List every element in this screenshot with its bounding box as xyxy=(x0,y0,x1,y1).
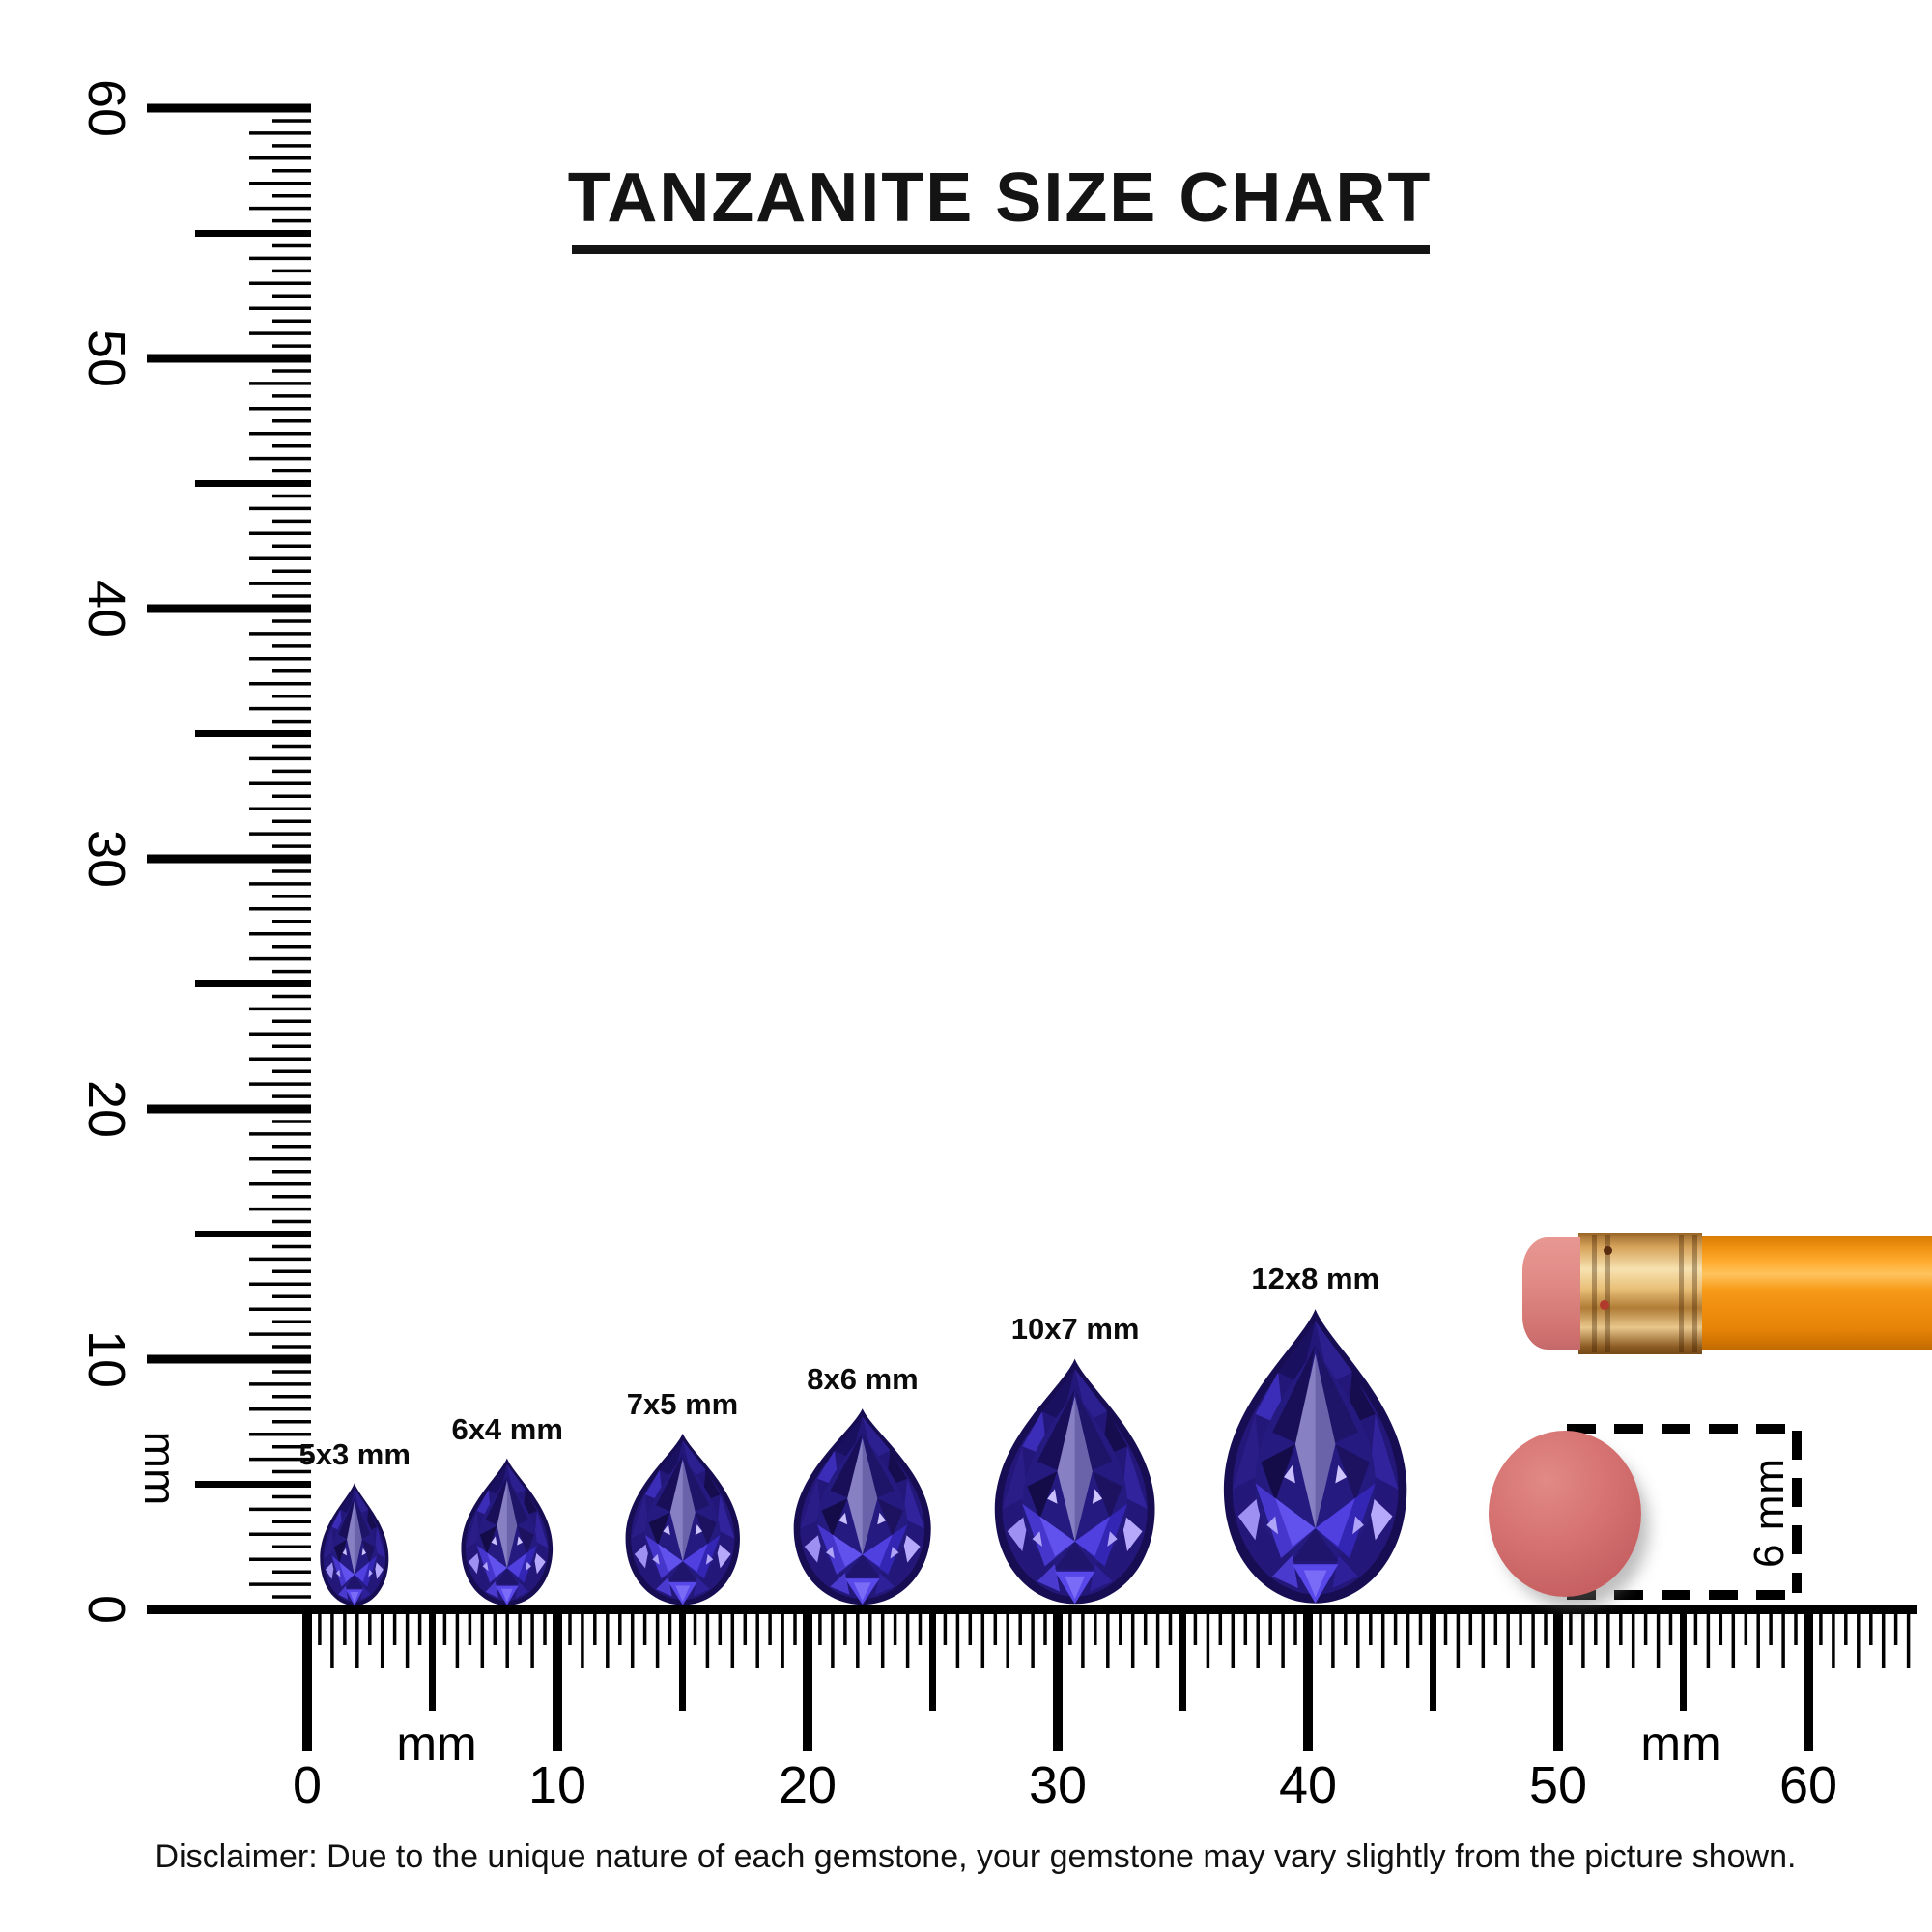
horizontal-ruler-ticks xyxy=(302,1606,1911,1751)
ferrule-crimp-line xyxy=(1605,1235,1610,1352)
ferrule-dot xyxy=(1604,1246,1612,1255)
h-ruler-label-10: 10 xyxy=(527,1756,587,1814)
h-ruler-label-30: 30 xyxy=(1028,1756,1088,1814)
h-ruler-label-60: 60 xyxy=(1778,1756,1838,1814)
gem-12x8 xyxy=(1224,1309,1407,1604)
page-title: TANZANITE SIZE CHART xyxy=(567,159,1433,237)
round-eraser xyxy=(1489,1431,1641,1597)
h-ruler-label-40: 40 xyxy=(1278,1756,1338,1814)
v-ruler-label-30: 30 xyxy=(77,829,135,889)
gem-label-10x7: 10x7 mm xyxy=(1010,1312,1140,1346)
pencil-body xyxy=(1702,1236,1932,1350)
vertical-ruler-unit-label: mm xyxy=(135,1431,185,1506)
v-ruler-label-50: 50 xyxy=(77,328,135,388)
v-ruler-label-60: 60 xyxy=(77,78,135,138)
eraser-height-label: 6 mm xyxy=(1746,1458,1793,1568)
h-ruler-label-50: 50 xyxy=(1528,1756,1588,1814)
gem-6x4 xyxy=(461,1458,554,1605)
vertical-ruler-ticks xyxy=(147,103,311,1614)
eraser-measure-dashes xyxy=(1567,1424,1802,1600)
title-underline xyxy=(572,245,1430,254)
gem-5x3 xyxy=(320,1482,389,1605)
pencil-ferrule xyxy=(1578,1233,1702,1354)
ferrule-crimp-line xyxy=(1692,1235,1697,1352)
pencil-eraser-tip xyxy=(1522,1237,1580,1350)
gem-label-6x4: 6x4 mm xyxy=(451,1411,563,1446)
gem-label-5x3: 5x3 mm xyxy=(298,1436,411,1471)
gem-8x6 xyxy=(793,1407,931,1605)
v-ruler-label-40: 40 xyxy=(77,579,135,639)
gem-label-12x8: 12x8 mm xyxy=(1251,1262,1380,1296)
gem-label-7x5: 7x5 mm xyxy=(626,1386,739,1421)
gem-7x5 xyxy=(625,1433,740,1605)
h-ruler-label-20: 20 xyxy=(778,1756,838,1814)
v-ruler-label-0: 0 xyxy=(77,1594,135,1625)
h-ruler-label-0: 0 xyxy=(292,1756,323,1814)
disclaimer-text: Disclaimer: Due to the unique nature of … xyxy=(155,1838,1797,1875)
ferrule-crimp-line xyxy=(1679,1235,1684,1352)
gem-10x7 xyxy=(995,1358,1155,1605)
horizontal-ruler-unit-label-right: mm xyxy=(1640,1717,1721,1771)
v-ruler-label-20: 20 xyxy=(77,1079,135,1139)
horizontal-ruler-unit-label-left: mm xyxy=(396,1717,477,1771)
v-ruler-label-10: 10 xyxy=(77,1329,135,1389)
ferrule-dot-red xyxy=(1600,1300,1609,1310)
gem-label-8x6: 8x6 mm xyxy=(807,1361,919,1396)
ferrule-crimp-line xyxy=(1592,1235,1597,1352)
